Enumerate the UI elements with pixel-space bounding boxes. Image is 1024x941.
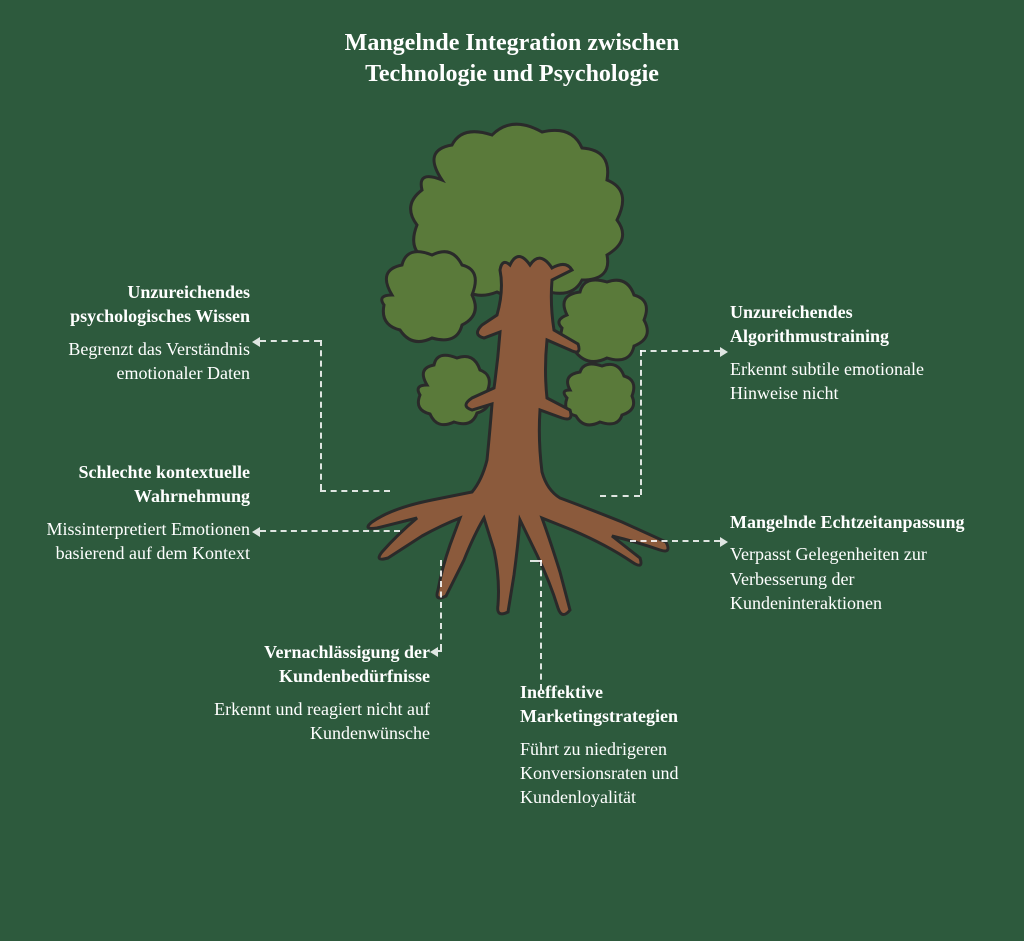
title-line-1: Mangelnde Integration zwischen: [345, 30, 680, 56]
label-heading: Schlechte kontextuelle Wahrnehmung: [40, 460, 250, 509]
connector: [320, 490, 390, 492]
label-desc: Erkennt und reagiert nicht auf Kundenwün…: [210, 697, 430, 746]
label-desc: Verpasst Gelegenheiten zur Verbesserung …: [730, 542, 980, 615]
connector: [530, 560, 542, 562]
title-line-2: Technologie und Psychologie: [365, 61, 659, 87]
label-heading: Ineffektive Marketingstrategien: [520, 680, 750, 729]
label-left-2: Schlechte kontextuelle Wahrnehmung Missi…: [40, 460, 250, 565]
label-heading: Unzureichendes psychologisches Wissen: [40, 280, 250, 329]
tree-illustration: [322, 120, 702, 640]
label-desc: Führt zu niedrigeren Konversionsraten un…: [520, 737, 750, 810]
label-desc: Begrenzt das Verständnis emotionaler Dat…: [40, 337, 250, 386]
connector: [630, 540, 720, 542]
label-desc: Missinterpretiert Emotionen basierend au…: [40, 517, 250, 566]
connector: [440, 560, 442, 650]
label-right-3: Ineffektive Marketingstrategien Führt zu…: [520, 680, 750, 809]
label-heading: Vernachlässigung der Kundenbedürfnisse: [210, 640, 430, 689]
label-right-2: Mangelnde Echtzeitanpassung Verpasst Gel…: [730, 510, 980, 615]
label-left-3: Vernachlässigung der Kundenbedürfnisse E…: [210, 640, 430, 745]
connector: [438, 650, 442, 652]
label-left-1: Unzureichendes psychologisches Wissen Be…: [40, 280, 250, 385]
connector: [260, 530, 400, 532]
diagram-title: Mangelnde Integration zwischen Technolog…: [212, 28, 812, 90]
connector: [600, 495, 640, 497]
connector: [320, 340, 322, 490]
connector: [640, 350, 720, 352]
label-heading: Unzureichendes Algorithmustraining: [730, 300, 970, 349]
label-right-1: Unzureichendes Algorithmustraining Erken…: [730, 300, 970, 405]
label-heading: Mangelnde Echtzeitanpassung: [730, 510, 980, 534]
connector: [640, 350, 642, 495]
label-desc: Erkennt subtile emotionale Hinweise nich…: [730, 357, 970, 406]
connector: [260, 340, 320, 342]
connector: [540, 560, 542, 690]
